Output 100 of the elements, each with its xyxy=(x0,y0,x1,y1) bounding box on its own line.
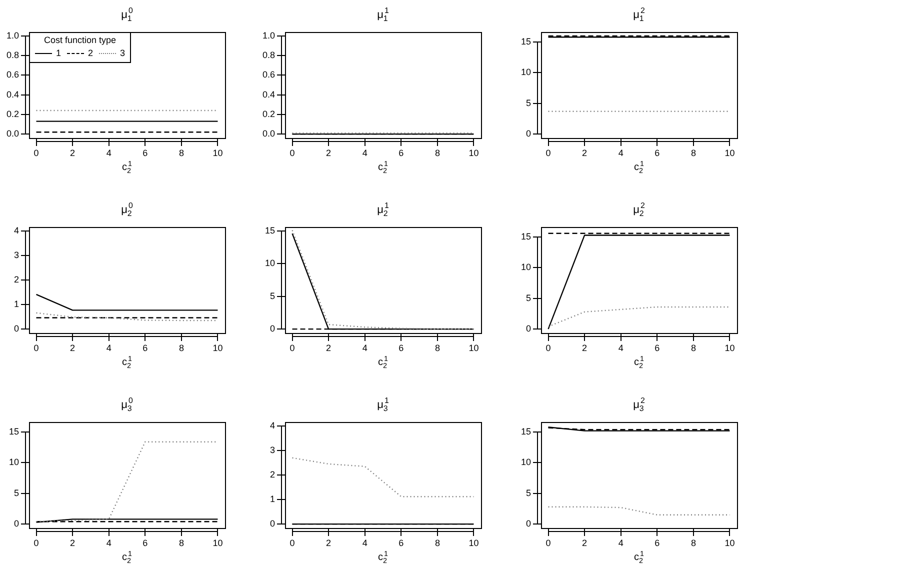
x-tick-label: 4 xyxy=(362,538,368,548)
y-tick-label: 0 xyxy=(270,518,275,529)
y-tick-label: 0.2 xyxy=(6,108,19,119)
x-tick-label: 8 xyxy=(178,148,184,158)
y-tick-label: 0.4 xyxy=(6,89,19,100)
x-tick-label: 8 xyxy=(178,538,184,548)
x-tick-label: 0 xyxy=(34,538,39,548)
x-tick-label: 0 xyxy=(546,538,551,548)
x-tick-label: 6 xyxy=(398,538,404,548)
x-tick-label: 2 xyxy=(70,148,76,158)
x-tick-label: 8 xyxy=(690,342,696,353)
x-tick-label: 0 xyxy=(290,342,295,353)
y-tick-label: 15 xyxy=(520,426,531,437)
x-tick-label: 2 xyxy=(582,538,588,548)
x-tick-label: 8 xyxy=(690,148,696,158)
x-tick-label: 2 xyxy=(70,538,76,548)
x-tick-label: 2 xyxy=(582,148,588,158)
x-tick-label: 2 xyxy=(326,538,332,548)
line-series xyxy=(36,441,218,522)
y-tick-label: 15 xyxy=(520,232,531,242)
legend-title: Cost function type xyxy=(43,35,118,46)
y-tick-label: 1.0 xyxy=(262,30,275,40)
y-tick-label: 10 xyxy=(264,258,275,268)
x-tick-label: 8 xyxy=(434,148,440,158)
y-tick-label: 5 xyxy=(526,488,531,498)
y-tick-label: 0.2 xyxy=(262,108,275,119)
x-tick-label: 8 xyxy=(178,342,184,353)
x-tick-label: 4 xyxy=(618,148,624,158)
x-tick-label: 4 xyxy=(362,148,368,158)
y-tick-label: 0.0 xyxy=(262,128,275,139)
x-tick-label: 8 xyxy=(690,538,696,548)
x-tick-label: 0 xyxy=(546,148,551,158)
legend-label: 2 xyxy=(88,48,94,59)
x-tick-label: 0 xyxy=(546,342,551,353)
y-tick-label: 0 xyxy=(526,518,531,529)
y-tick-label: 10 xyxy=(520,457,531,468)
y-tick-label: 4 xyxy=(14,225,19,236)
line-series xyxy=(36,312,218,322)
x-tick-label: 2 xyxy=(326,342,332,353)
y-tick-label: 1.0 xyxy=(6,30,19,40)
y-tick-label: 15 xyxy=(520,36,531,47)
x-tick-label: 6 xyxy=(142,148,148,158)
y-tick-label: 10 xyxy=(8,457,19,468)
y-tick-label: 15 xyxy=(8,426,19,437)
y-tick-label: 5 xyxy=(14,488,19,498)
x-tick-label: 10 xyxy=(468,342,479,353)
x-tick-label: 8 xyxy=(434,342,440,353)
y-tick-label: 5 xyxy=(526,98,531,108)
x-tick-label: 6 xyxy=(654,538,660,548)
x-tick-label: 10 xyxy=(468,538,479,548)
x-tick-label: 2 xyxy=(70,342,76,353)
y-tick-label: 2 xyxy=(14,274,19,284)
y-tick-label: 0 xyxy=(14,324,19,334)
y-tick-label: 0.0 xyxy=(6,128,19,139)
x-tick-label: 4 xyxy=(618,538,624,548)
y-tick-label: 0 xyxy=(526,128,531,139)
x-tick-label: 0 xyxy=(290,148,295,158)
y-tick-label: 1 xyxy=(14,299,19,310)
y-tick-label: 3 xyxy=(270,444,275,455)
x-tick-label: 10 xyxy=(724,342,735,353)
y-tick-label: 10 xyxy=(520,262,531,272)
legend-label: 3 xyxy=(120,48,126,59)
x-tick-label: 10 xyxy=(212,538,223,548)
x-tick-label: 6 xyxy=(142,538,148,548)
y-tick-label: 0 xyxy=(526,324,531,334)
x-tick-label: 4 xyxy=(106,342,112,353)
y-tick-label: 2 xyxy=(270,469,275,480)
x-tick-label: 4 xyxy=(362,342,368,353)
x-tick-label: 0 xyxy=(34,148,39,158)
x-tick-label: 10 xyxy=(724,148,735,158)
y-tick-label: 4 xyxy=(270,420,275,430)
legend-label: 1 xyxy=(56,48,62,59)
y-tick-label: 0.6 xyxy=(262,70,275,80)
x-tick-label: 2 xyxy=(326,148,332,158)
y-tick-label: 10 xyxy=(520,67,531,78)
x-tick-label: 4 xyxy=(618,342,624,353)
x-tick-label: 4 xyxy=(106,148,112,158)
x-tick-label: 10 xyxy=(468,148,479,158)
x-tick-label: 10 xyxy=(212,342,223,353)
x-tick-label: 6 xyxy=(654,148,660,158)
x-tick-label: 4 xyxy=(106,538,112,548)
y-tick-label: 0.6 xyxy=(6,70,19,80)
x-tick-label: 6 xyxy=(654,342,660,353)
x-tick-label: 0 xyxy=(290,538,295,548)
y-tick-label: 0.4 xyxy=(262,89,275,100)
x-tick-label: 0 xyxy=(34,342,39,353)
y-tick-label: 5 xyxy=(526,292,531,303)
y-tick-label: 3 xyxy=(14,250,19,260)
x-tick-label: 10 xyxy=(724,538,735,548)
y-tick-label: 5 xyxy=(270,290,275,301)
y-tick-label: 0 xyxy=(270,324,275,334)
y-tick-label: 0.8 xyxy=(6,50,19,60)
x-tick-label: 6 xyxy=(142,342,148,353)
x-tick-label: 8 xyxy=(434,538,440,548)
y-tick-label: 1 xyxy=(270,494,275,504)
x-tick-label: 6 xyxy=(398,342,404,353)
x-tick-label: 6 xyxy=(398,148,404,158)
x-tick-label: 10 xyxy=(212,148,223,158)
y-tick-label: 0 xyxy=(14,518,19,529)
y-tick-label: 0.8 xyxy=(262,50,275,60)
